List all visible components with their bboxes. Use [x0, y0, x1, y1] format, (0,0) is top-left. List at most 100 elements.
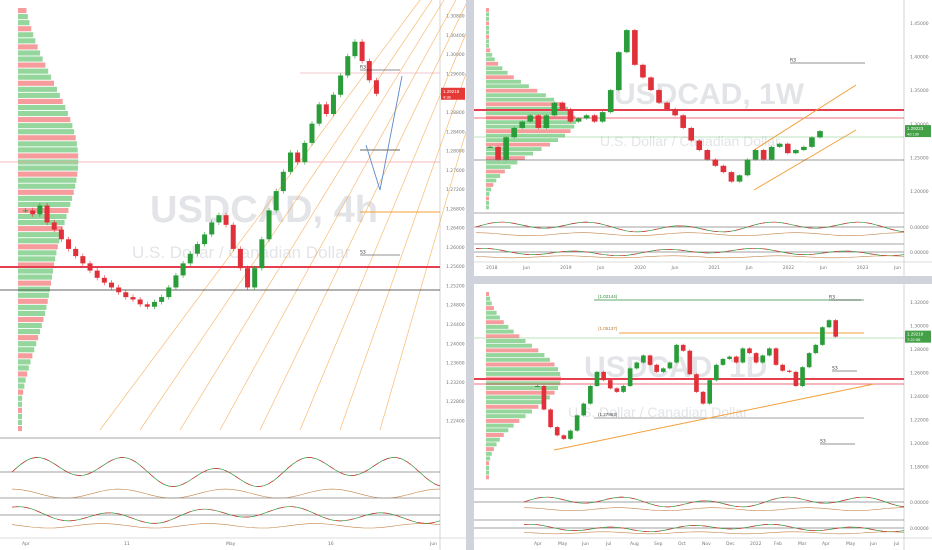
candle-body [575, 118, 582, 122]
candle-body [245, 268, 251, 288]
x-tick-label: Oct [678, 541, 686, 547]
fib-label: (1.02144) [598, 294, 618, 299]
oscillator-line-secondary [523, 531, 905, 535]
chart-1w[interactable]: USDCAD, 1WU.S. Dollar / Canadian Dollar1… [474, 0, 932, 276]
candle-body [87, 263, 93, 271]
candle-body [116, 287, 122, 293]
candle-body [280, 171, 286, 192]
channel-upper [753, 84, 857, 151]
x-tick-label: Feb [774, 541, 782, 547]
candle-body [599, 112, 606, 122]
pivot-label: S3 [360, 250, 366, 256]
osc-tick-label: 0.00000 [910, 250, 929, 256]
candle-body [780, 364, 785, 371]
candle-body [554, 427, 560, 436]
candle-body [648, 77, 654, 91]
volume-profile-bar [486, 39, 489, 44]
x-tick-label: Jun [596, 265, 604, 271]
candle-body [747, 348, 752, 354]
candle-body [624, 30, 630, 53]
volume-profile-bar [486, 320, 504, 325]
volume-profile-bar [18, 256, 56, 262]
price-tag-value: 1.29219 [907, 332, 924, 337]
candle-body [166, 287, 172, 298]
price-tag-countdown: 4d 13h [907, 132, 919, 137]
candle-body [680, 344, 686, 351]
volume-profile-bar [18, 220, 65, 226]
chart-1d[interactable]: USDCAD, 1DU.S. Dollar / Canadian Dollar1… [474, 284, 932, 550]
volume-profile-bar [18, 207, 69, 214]
x-tick-label: Jun [522, 265, 530, 271]
candle-body [159, 297, 165, 302]
volume-profile-bar [486, 34, 489, 39]
x-tick-label: 11 [124, 541, 130, 547]
candle-body [688, 127, 695, 141]
volume-profile-bar [486, 129, 571, 134]
volume-profile-bar [18, 129, 75, 135]
osc-tick-label: 0.00000 [910, 500, 929, 506]
candle-body [647, 355, 653, 365]
volume-profile-bar [18, 147, 78, 153]
candle-body [80, 256, 86, 264]
candle-body [487, 146, 493, 148]
candle-body [784, 143, 791, 154]
x-tick-label: Jun [429, 541, 437, 547]
candle-body [309, 123, 315, 143]
oscillator-line-secondary [475, 255, 905, 259]
candle-body [541, 386, 547, 410]
candle-body [813, 344, 819, 354]
fib-channel-line [339, 72, 466, 431]
candle-body [173, 275, 179, 288]
candle-body [94, 270, 100, 278]
volume-profile-bar [486, 296, 491, 301]
candle-body [330, 94, 336, 114]
y-tick-label: 1.26800 [446, 206, 465, 212]
candle-body [656, 90, 662, 103]
x-tick-label: Dec [726, 541, 735, 547]
candle-body [687, 350, 693, 375]
volume-profile-bar [486, 334, 520, 339]
candle-body [345, 56, 351, 76]
candle-body [768, 146, 775, 160]
volume-profile-bar [486, 106, 568, 111]
volume-profile-bar [486, 306, 494, 311]
volume-profile-bar [18, 62, 46, 68]
volume-profile-bar [18, 20, 30, 26]
volume-profile-bar [486, 418, 520, 423]
y-tick-label: 1.45000 [910, 21, 929, 27]
pane-left[interactable]: USDCAD, 4hU.S. Dollar / Canadian Dollar1… [0, 0, 466, 550]
pane-top-right[interactable]: USDCAD, 1W U.S. Dollar / Canadian Dollar 1… [474, 0, 932, 276]
candle-body [674, 344, 679, 363]
candle-body [561, 435, 567, 439]
pane-bottom-right[interactable]: USDCAD, 1D U.S. Dollar / Canadian Dollar 1… [474, 284, 932, 550]
candle-body [727, 356, 732, 359]
y-tick-label: 1.25000 [910, 156, 929, 162]
candle-body [680, 115, 686, 128]
volume-profile-bar [486, 310, 497, 315]
volume-profile-bar [486, 343, 532, 348]
volume-profile-bar [486, 196, 489, 201]
candle-body [495, 146, 501, 160]
candle-body [216, 215, 222, 223]
candle-body [295, 152, 301, 163]
candle-body [793, 150, 799, 154]
volume-profile-bar [486, 43, 489, 48]
candle-body [567, 109, 574, 122]
candle-body [266, 210, 272, 240]
volume-profile-bar [18, 401, 22, 407]
volume-profile-bar [486, 292, 489, 296]
candle-body [137, 299, 143, 305]
oscillator-line-secondary [11, 523, 441, 529]
y-tick-label: 1.26400 [446, 226, 465, 232]
x-tick-label: Jul [605, 541, 611, 547]
volume-profile-bar [18, 413, 22, 419]
volume-profile-bar [18, 14, 28, 20]
volume-profile-bar [18, 419, 22, 426]
y-tick-label: 1.30000 [446, 52, 465, 58]
volume-profile-bar [18, 92, 60, 98]
background [474, 0, 932, 276]
x-tick-label: Mar [798, 541, 807, 547]
chart-4h[interactable]: USDCAD, 4hU.S. Dollar / Canadian Dollar1… [0, 0, 466, 550]
volume-profile-bar [486, 315, 500, 320]
candle-body [30, 210, 36, 215]
